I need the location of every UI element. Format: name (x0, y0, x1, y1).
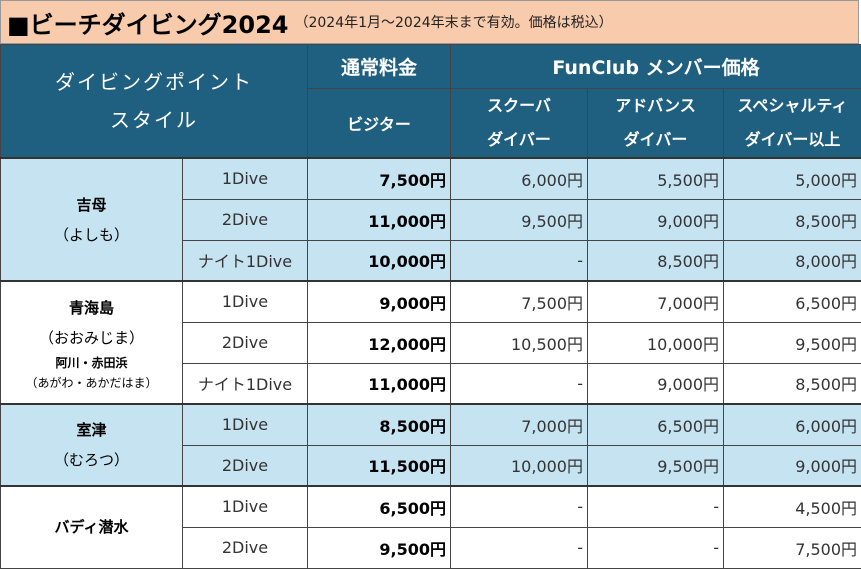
specialty-price: 8,500円 (724, 363, 861, 404)
scuba-price: 7,500円 (451, 281, 588, 322)
header-specialty-diver: スペシャルティ ダイバー以上 (724, 89, 861, 159)
price-table: ダイビングポイント スタイル 通常料金 FunClub メンバー価格 ビジター … (0, 44, 861, 569)
location-name: 吉母 (1, 190, 182, 220)
header-funclub-price: FunClub メンバー価格 (451, 45, 861, 89)
visitor-price: 6,500円 (308, 486, 451, 527)
dive-type: 1Dive (183, 281, 308, 322)
specialty-price: 5,000円 (724, 158, 861, 199)
header-style-line2: スタイル (1, 101, 307, 139)
dive-type: 1Dive (183, 486, 308, 527)
location-reading: （よしも） (1, 220, 182, 250)
advance-price: 9,000円 (588, 363, 724, 404)
header-visitor: ビジター (308, 89, 451, 159)
header-diving-style: ダイビングポイント スタイル (1, 45, 308, 159)
scuba-price: - (451, 363, 588, 404)
visitor-price: 11,000円 (308, 199, 451, 240)
dive-type: 1Dive (183, 404, 308, 445)
advance-price: - (588, 486, 724, 527)
location-oumijima: 青海島 （おおみじま） 阿川・赤田浜 （あがわ・あかだはま） (1, 281, 183, 404)
specialty-price: 8,000円 (724, 240, 861, 281)
visitor-price: 11,500円 (308, 445, 451, 486)
title-bar: ■ビーチダイビング2024 （2024年1月〜2024年末まで有効。価格は税込） (0, 0, 859, 44)
advance-price: 6,500円 (588, 404, 724, 445)
dive-type: ナイト1Dive (183, 363, 308, 404)
header-regular-price: 通常料金 (308, 45, 451, 89)
table-row: バディ潜水 1Dive 6,500円 - - 4,500円 (1, 486, 861, 527)
header-advance-diver: アドバンス ダイバー (588, 89, 724, 159)
location-reading: （むろつ） (1, 445, 182, 475)
location-name: 室津 (1, 415, 182, 445)
advance-price: 8,500円 (588, 240, 724, 281)
advance-price: 9,000円 (588, 199, 724, 240)
advance-price: 7,000円 (588, 281, 724, 322)
scuba-price: 9,500円 (451, 199, 588, 240)
scuba-price: 7,000円 (451, 404, 588, 445)
location-name-secondary: 阿川・赤田浜 (1, 353, 182, 373)
scuba-price: - (451, 486, 588, 527)
header-scuba-diver: スクーバ ダイバー (451, 89, 588, 159)
table-row: 青海島 （おおみじま） 阿川・赤田浜 （あがわ・あかだはま） 1Dive 9,0… (1, 281, 861, 322)
advance-price: 9,500円 (588, 445, 724, 486)
table-row: 吉母 （よしも） 1Dive 7,500円 6,000円 5,500円 5,00… (1, 158, 861, 199)
scuba-price: 10,500円 (451, 322, 588, 363)
location-buddy: バディ潜水 (1, 486, 183, 568)
specialty-price: 8,500円 (724, 199, 861, 240)
location-reading-secondary: （あがわ・あかだはま） (1, 373, 182, 393)
location-name: バディ潜水 (1, 512, 182, 542)
specialty-price: 4,500円 (724, 486, 861, 527)
advance-price: 5,500円 (588, 158, 724, 199)
specialty-price: 9,000円 (724, 445, 861, 486)
dive-type: 2Dive (183, 445, 308, 486)
dive-type: 2Dive (183, 199, 308, 240)
scuba-price: 10,000円 (451, 445, 588, 486)
location-yoshimo: 吉母 （よしも） (1, 158, 183, 281)
location-name: 青海島 (1, 293, 182, 323)
visitor-price: 12,000円 (308, 322, 451, 363)
scuba-price: 6,000円 (451, 158, 588, 199)
visitor-price: 11,000円 (308, 363, 451, 404)
location-murotsu: 室津 （むろつ） (1, 404, 183, 486)
visitor-price: 8,500円 (308, 404, 451, 445)
specialty-price: 6,000円 (724, 404, 861, 445)
specialty-price: 9,500円 (724, 322, 861, 363)
visitor-price: 7,500円 (308, 158, 451, 199)
header-style-line1: ダイビングポイント (1, 63, 307, 101)
location-reading: （おおみじま） (1, 323, 182, 353)
visitor-price: 9,000円 (308, 281, 451, 322)
advance-price: 10,000円 (588, 322, 724, 363)
dive-type: ナイト1Dive (183, 240, 308, 281)
scuba-price: - (451, 240, 588, 281)
page-title: ■ビーチダイビング2024 (7, 5, 288, 40)
dive-type: 2Dive (183, 322, 308, 363)
table-row: 室津 （むろつ） 1Dive 8,500円 7,000円 6,500円 6,00… (1, 404, 861, 445)
page-subtitle: （2024年1月〜2024年末まで有効。価格は税込） (294, 12, 612, 32)
visitor-price: 10,000円 (308, 240, 451, 281)
dive-type: 1Dive (183, 158, 308, 199)
specialty-price: 6,500円 (724, 281, 861, 322)
